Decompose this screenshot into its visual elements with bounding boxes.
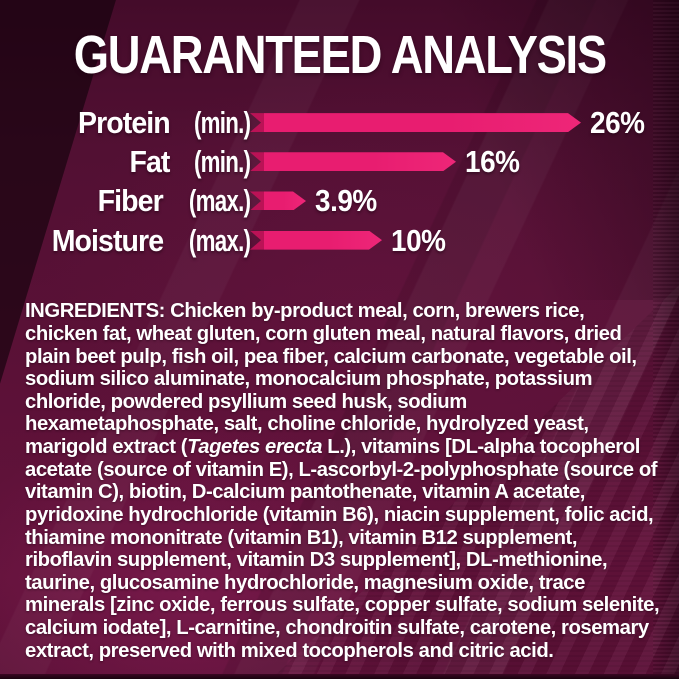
analysis-bar [250,231,382,250]
nutrient-qualifier: (min.) [193,105,251,141]
nutrient-name: Fiber [97,183,164,219]
guaranteed-analysis-header: GUARANTEED ANALYSIS [0,28,679,82]
analysis-row-moisture: Moisture (max.) 10% [0,221,679,260]
analysis-value: 26% [590,105,645,141]
analysis-value: 16% [465,144,520,180]
nutrient-qualifier: (min.) [193,144,251,180]
ingredients-text-1: Chicken by-product meal, corn, brewers r… [25,300,637,459]
analysis-value: 10% [391,222,446,258]
bottom-edge-strip [0,674,679,679]
analysis-row-fiber: Fiber (max.) 3.9% [0,181,679,220]
analysis-row-protein: Protein (min.) 26% [0,103,679,142]
nutrient-name: Fat [129,144,171,180]
analysis-value: 3.9% [315,183,377,219]
nutrient-name: Protein [77,105,171,141]
nutrient-qualifier: (max.) [188,222,251,258]
analysis-bar [250,152,456,171]
analysis-bar [250,113,581,132]
guaranteed-analysis-chart: Protein (min.) 26% Fat (min.) 16% Fiber … [0,103,679,260]
ingredients-label: INGREDIENTS: [25,300,165,323]
analysis-row-fat: Fat (min.) 16% [0,142,679,181]
ingredients-text-2: L.), vitamins [DL-alpha tocopherol aceta… [25,436,660,662]
nutrient-name: Moisture [51,222,163,258]
analysis-label: Fat (min.) [0,144,251,180]
analysis-label: Moisture (max.) [0,222,251,258]
page-title: GUARANTEED ANALYSIS [73,25,606,85]
nutrient-qualifier: (max.) [188,183,251,219]
analysis-bar [250,191,306,210]
ingredients-paragraph: INGREDIENTS: Chicken by-product meal, co… [25,300,661,662]
analysis-label: Protein (min.) [0,105,251,141]
ingredients-species-italic: Tagetes erecta [187,436,323,459]
analysis-label: Fiber (max.) [0,183,251,219]
